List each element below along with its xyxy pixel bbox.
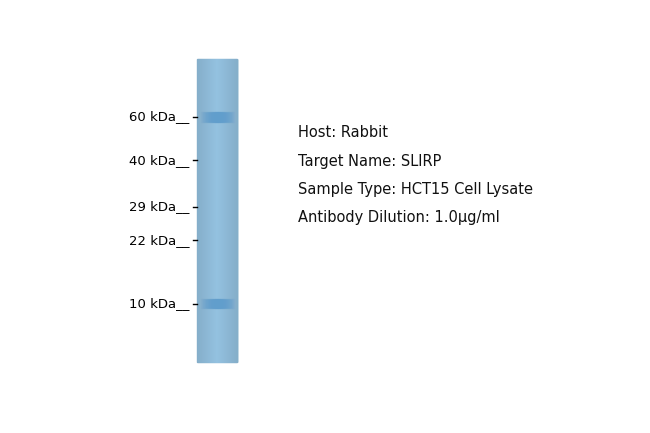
Text: 22 kDa__: 22 kDa__ [129,234,190,247]
Text: Antibody Dilution: 1.0µg/ml: Antibody Dilution: 1.0µg/ml [298,210,500,225]
Text: Target Name: SLIRP: Target Name: SLIRP [298,154,441,168]
Text: 40 kDa__: 40 kDa__ [129,154,190,167]
Text: Host: Rabbit: Host: Rabbit [298,125,388,140]
Text: Sample Type: HCT15 Cell Lysate: Sample Type: HCT15 Cell Lysate [298,182,533,197]
Text: 60 kDa__: 60 kDa__ [129,110,190,123]
Text: 29 kDa__: 29 kDa__ [129,200,190,213]
Text: 10 kDa__: 10 kDa__ [129,297,190,310]
